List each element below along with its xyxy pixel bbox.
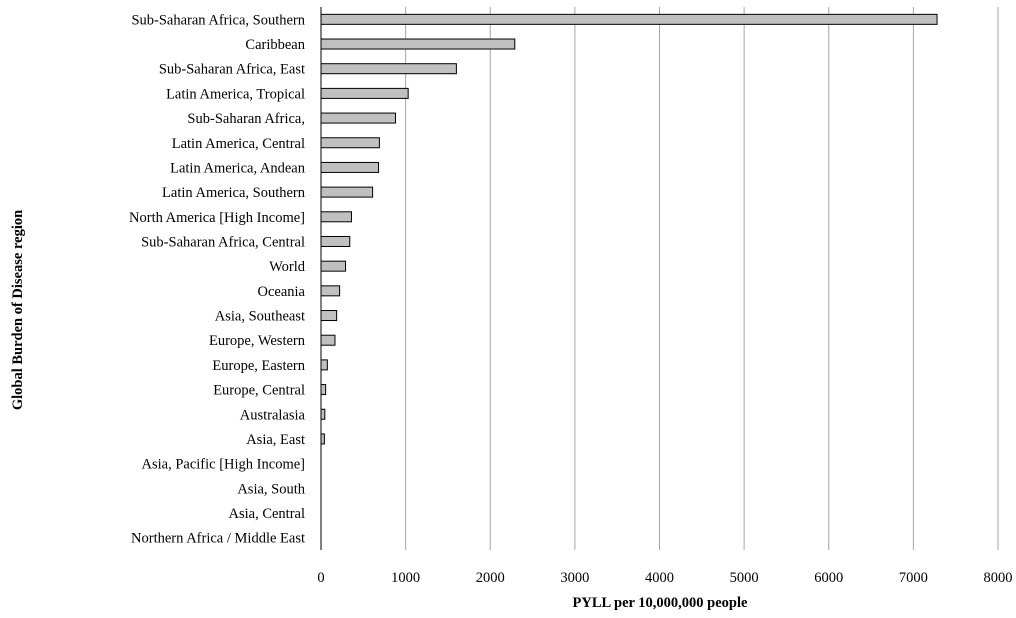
x-tick-label: 7000 <box>899 570 928 586</box>
x-axis-title: PYLL per 10,000,000 people <box>573 595 749 611</box>
category-label: Latin America, Tropical <box>166 86 305 102</box>
category-label: Caribbean <box>245 37 305 53</box>
bar <box>320 310 338 322</box>
x-tick-label: 0 <box>317 570 324 586</box>
bar <box>320 285 341 297</box>
gridlines <box>405 7 999 550</box>
category-label: Sub-Saharan Africa, Central <box>141 234 305 250</box>
category-label: Asia, Southeast <box>215 309 305 325</box>
category-label: World <box>269 259 306 275</box>
category-label: Sub-Saharan Africa, Southern <box>131 12 305 28</box>
category-label: Latin America, Central <box>172 136 305 152</box>
bar <box>320 334 336 346</box>
bar <box>320 260 347 272</box>
category-label: Latin America, Andean <box>170 160 306 176</box>
category-labels: Sub-Saharan Africa, Southern Caribbean Sub… <box>129 12 306 546</box>
bar <box>320 137 380 149</box>
bar <box>320 87 409 99</box>
bar <box>320 433 325 445</box>
category-label: Asia, East <box>246 432 305 448</box>
x-tick-labels: 0 1000 2000 3000 4000 5000 6000 7000 8000 <box>317 570 1012 586</box>
category-label: Europe, Eastern <box>212 358 305 374</box>
category-label: North America [High Income] <box>129 210 305 226</box>
bar <box>320 38 516 50</box>
bar <box>320 13 938 25</box>
bar <box>320 161 380 173</box>
bar <box>320 211 352 223</box>
x-tick-label: 3000 <box>560 570 589 586</box>
x-tick-label: 1000 <box>391 570 420 586</box>
category-label: Asia, Pacific [High Income] <box>142 457 305 473</box>
category-label: Europe, Western <box>209 333 306 349</box>
x-tick-label: 8000 <box>984 570 1013 586</box>
bar <box>320 186 374 198</box>
x-tick-label: 4000 <box>645 570 674 586</box>
category-label: Northern Africa / Middle East <box>131 531 305 547</box>
category-label: Asia, Central <box>228 506 305 522</box>
bar <box>320 359 328 371</box>
category-label: Sub-Saharan Africa, <box>187 111 305 127</box>
category-label: Oceania <box>258 284 306 300</box>
category-label: Europe, Central <box>213 383 305 399</box>
bar <box>320 63 457 75</box>
category-label: Asia, South <box>237 481 305 497</box>
bars <box>320 13 938 445</box>
bar <box>320 384 327 396</box>
category-label: Australasia <box>240 407 306 423</box>
category-label: Latin America, Southern <box>162 185 306 201</box>
x-tick-label: 2000 <box>476 570 505 586</box>
bar <box>320 112 396 124</box>
x-tick-label: 6000 <box>814 570 843 586</box>
category-label: Sub-Saharan Africa, East <box>159 62 305 78</box>
bar <box>320 408 326 420</box>
bar <box>320 235 351 247</box>
x-tick-label: 5000 <box>730 570 759 586</box>
y-axis-title: Global Burden of Disease region <box>10 210 26 410</box>
